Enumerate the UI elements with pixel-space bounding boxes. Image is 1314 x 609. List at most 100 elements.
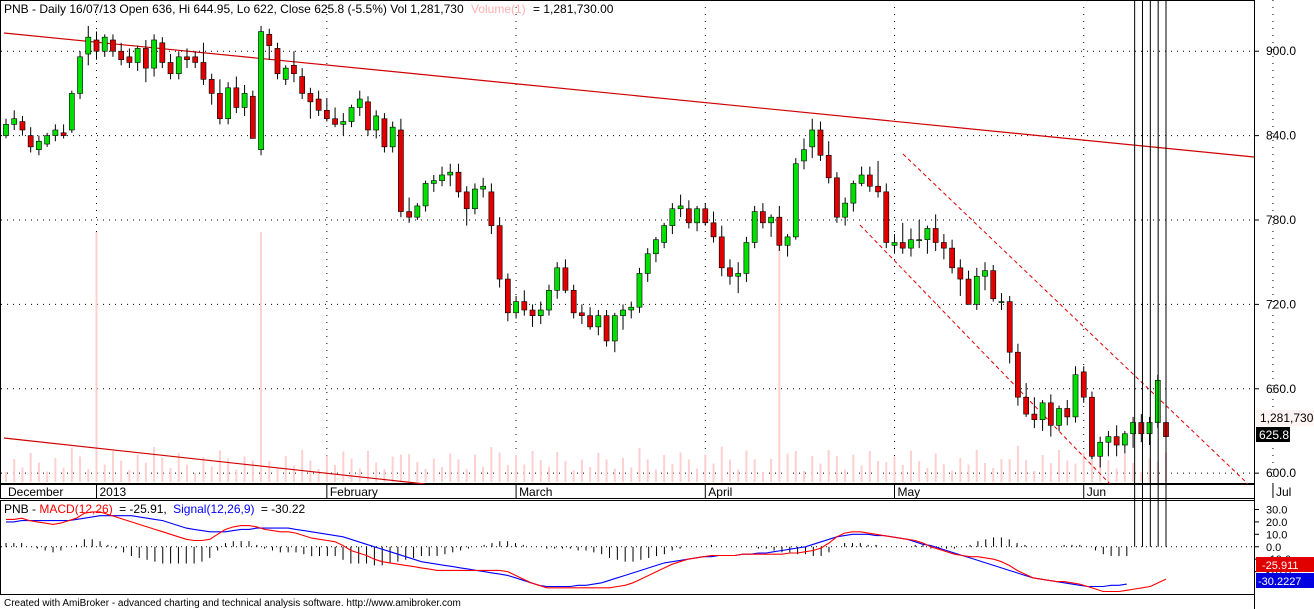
volume-bar [770,459,773,482]
candle-body [184,56,190,60]
candle-body [537,309,544,316]
macd-tick-label: 20.0 [1266,517,1287,529]
volume-bar [753,459,756,482]
candle [1047,394,1054,437]
candle [167,54,174,80]
macd-tick-label: 30.0 [1266,504,1287,516]
candle [562,259,569,294]
macd-tick-label: 10.0 [1266,529,1287,541]
candle [718,225,725,277]
candle [324,99,330,122]
candle-body [1105,436,1112,443]
candle [875,160,881,198]
candle [513,295,519,319]
candle [217,79,223,125]
candle [891,234,898,254]
close-badge-text: 625.8 [1259,428,1289,442]
candle [118,42,125,66]
volume-bar [745,450,748,482]
volume-bar [786,453,789,482]
candle [751,205,758,249]
volume-bar [37,462,40,482]
candle [677,194,684,218]
volume-bar [852,454,855,482]
candle [241,84,248,116]
candle [973,267,980,311]
candle [546,284,552,316]
candle [735,262,742,294]
candle-body [727,267,733,277]
candle [258,25,264,156]
candle-body [768,216,774,224]
candle-body [101,36,108,52]
candle [694,205,700,232]
volume-bar [1074,463,1077,482]
volume-bar [589,467,592,482]
candle-body [274,48,281,75]
candle [743,236,750,282]
candle [151,34,157,77]
volume-value: = 1,281,730.00 [533,2,614,16]
candle-body [998,301,1005,303]
candle [299,68,306,100]
price-tick-label: 720.0 [1266,297,1296,311]
candle [883,183,890,249]
candle [282,65,289,85]
candle-body [258,31,264,150]
candle-body [513,301,519,314]
candle-body [595,315,602,328]
candle [1089,391,1095,460]
volume-bar [1008,459,1011,482]
candle-body [143,48,149,69]
candle [1105,430,1112,457]
candle-body [1039,402,1046,421]
candle [430,174,437,192]
candle [579,304,585,325]
candle-body [414,205,421,218]
upper-trendline [3,32,1255,158]
volume-bar [737,469,740,482]
volume-bar [276,467,279,482]
volume-bar [325,455,328,482]
volume-bar [1066,460,1069,482]
volume-bar [1058,450,1061,482]
volume-bar [844,469,847,482]
candle [60,124,67,139]
volume-bar [515,455,518,482]
candle [480,177,487,198]
candle-body [718,236,725,269]
candle [27,127,34,153]
candle [414,203,421,220]
volume-bar [391,456,394,482]
candle [77,51,83,100]
candle-body [801,149,807,162]
candle [801,138,807,170]
candle [36,135,42,156]
volume-bar [432,458,435,482]
volume-bar [153,447,156,482]
candle-body [949,247,955,269]
candle-body [68,93,75,131]
volume-bar [918,461,921,482]
volume-bar [1000,459,1003,482]
candle-body [126,56,133,63]
candle [398,118,404,218]
volume-bar [1025,460,1028,482]
volume-bar [243,456,246,482]
candle-body [776,216,783,246]
volume-bar [301,450,304,482]
candle [710,211,717,243]
volume-bar [877,461,880,482]
candle [916,219,923,249]
volume-bar [794,451,797,482]
volume-bar [120,460,123,482]
candle [225,82,231,125]
candle [1113,425,1120,457]
candle [990,265,997,302]
candle-body [579,312,585,316]
volume-bar [696,468,699,482]
channel-lower-line [859,224,1111,485]
candle [1023,383,1029,417]
candle-body [192,56,199,63]
candle-body [430,180,437,184]
